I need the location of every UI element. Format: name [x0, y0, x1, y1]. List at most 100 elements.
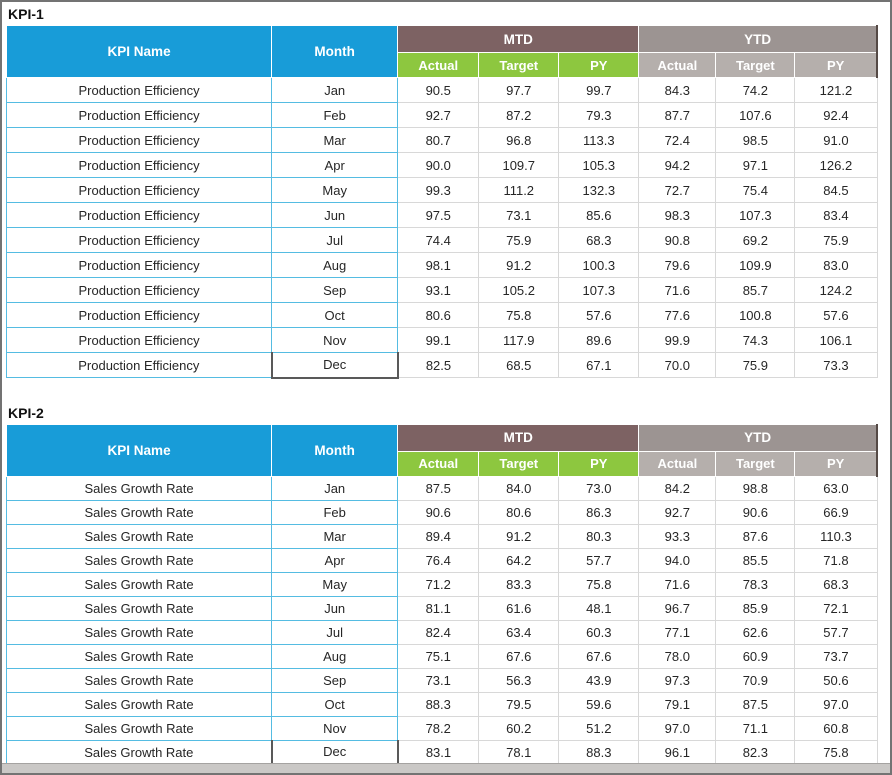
value-cell[interactable]: 84.2 — [638, 475, 717, 501]
value-cell[interactable]: 60.8 — [794, 715, 878, 741]
value-cell[interactable]: 82.4 — [397, 619, 480, 645]
value-cell[interactable]: 71.6 — [638, 277, 717, 303]
value-cell[interactable]: 63.4 — [478, 619, 560, 645]
month-cell[interactable]: Jul — [271, 619, 399, 645]
value-cell[interactable]: 74.3 — [715, 327, 796, 353]
value-cell[interactable]: 93.3 — [638, 523, 717, 549]
value-cell[interactable]: 99.7 — [558, 77, 640, 103]
month-cell[interactable]: Oct — [271, 691, 399, 717]
value-cell[interactable]: 86.3 — [558, 499, 640, 525]
value-cell[interactable]: 85.7 — [715, 277, 796, 303]
value-cell[interactable]: 126.2 — [794, 152, 878, 178]
value-cell[interactable]: 94.2 — [638, 152, 717, 178]
value-cell[interactable]: 77.1 — [638, 619, 717, 645]
value-cell[interactable]: 105.2 — [478, 277, 560, 303]
value-cell[interactable]: 75.1 — [397, 643, 480, 669]
value-cell[interactable]: 89.6 — [558, 327, 640, 353]
value-cell[interactable]: 87.5 — [715, 691, 796, 717]
value-cell[interactable]: 75.9 — [794, 227, 878, 253]
value-cell[interactable]: 97.5 — [397, 202, 480, 228]
value-cell[interactable]: 61.6 — [478, 595, 560, 621]
value-cell[interactable]: 89.4 — [397, 523, 480, 549]
value-cell[interactable]: 99.1 — [397, 327, 480, 353]
value-cell[interactable]: 87.5 — [397, 475, 480, 501]
value-cell[interactable]: 78.3 — [715, 571, 796, 597]
value-cell[interactable]: 82.3 — [715, 739, 796, 765]
month-cell[interactable]: Mar — [271, 127, 399, 153]
value-cell[interactable]: 71.8 — [794, 547, 878, 573]
value-cell[interactable]: 107.3 — [558, 277, 640, 303]
kpi-name-cell[interactable]: Production Efficiency — [5, 302, 273, 328]
value-cell[interactable]: 99.9 — [638, 327, 717, 353]
kpi-name-cell[interactable]: Production Efficiency — [5, 327, 273, 353]
kpi-name-cell[interactable]: Production Efficiency — [5, 227, 273, 253]
value-cell[interactable]: 96.1 — [638, 739, 717, 765]
value-cell[interactable]: 80.6 — [397, 302, 480, 328]
month-cell[interactable]: Feb — [271, 102, 399, 128]
month-cell[interactable]: May — [271, 177, 399, 203]
value-cell[interactable]: 69.2 — [715, 227, 796, 253]
kpi-name-cell[interactable]: Sales Growth Rate — [5, 547, 273, 573]
value-cell[interactable]: 109.7 — [478, 152, 560, 178]
value-cell[interactable]: 78.0 — [638, 643, 717, 669]
kpi-name-cell[interactable]: Production Efficiency — [5, 77, 273, 103]
value-cell[interactable]: 98.8 — [715, 475, 796, 501]
value-cell[interactable]: 57.6 — [794, 302, 878, 328]
value-cell[interactable]: 83.0 — [794, 252, 878, 278]
value-cell[interactable]: 75.8 — [478, 302, 560, 328]
month-cell[interactable]: Sep — [271, 667, 399, 693]
month-cell[interactable]: Mar — [271, 523, 399, 549]
value-cell[interactable]: 73.1 — [397, 667, 480, 693]
value-cell[interactable]: 79.6 — [638, 252, 717, 278]
value-cell[interactable]: 97.7 — [478, 77, 560, 103]
kpi-name-cell[interactable]: Sales Growth Rate — [5, 499, 273, 525]
value-cell[interactable]: 70.0 — [638, 352, 717, 378]
value-cell[interactable]: 67.1 — [558, 352, 640, 378]
value-cell[interactable]: 98.5 — [715, 127, 796, 153]
month-cell[interactable]: Jul — [271, 227, 399, 253]
value-cell[interactable]: 92.7 — [638, 499, 717, 525]
value-cell[interactable]: 63.0 — [794, 475, 878, 501]
kpi-name-cell[interactable]: Sales Growth Rate — [5, 571, 273, 597]
month-cell[interactable]: Jun — [271, 202, 399, 228]
value-cell[interactable]: 76.4 — [397, 547, 480, 573]
value-cell[interactable]: 85.6 — [558, 202, 640, 228]
month-cell[interactable]: Apr — [271, 152, 399, 178]
month-cell[interactable]: Nov — [271, 327, 399, 353]
kpi-name-cell[interactable]: Production Efficiency — [5, 352, 273, 378]
value-cell[interactable]: 105.3 — [558, 152, 640, 178]
kpi-name-cell[interactable]: Production Efficiency — [5, 202, 273, 228]
value-cell[interactable]: 85.5 — [715, 547, 796, 573]
value-cell[interactable]: 80.3 — [558, 523, 640, 549]
kpi-name-cell[interactable]: Sales Growth Rate — [5, 643, 273, 669]
month-cell[interactable]: Feb — [271, 499, 399, 525]
month-cell[interactable]: Aug — [271, 643, 399, 669]
value-cell[interactable]: 100.8 — [715, 302, 796, 328]
value-cell[interactable]: 67.6 — [558, 643, 640, 669]
value-cell[interactable]: 100.3 — [558, 252, 640, 278]
value-cell[interactable]: 107.3 — [715, 202, 796, 228]
value-cell[interactable]: 92.4 — [794, 102, 878, 128]
value-cell[interactable]: 73.7 — [794, 643, 878, 669]
value-cell[interactable]: 90.6 — [397, 499, 480, 525]
kpi-name-cell[interactable]: Production Efficiency — [5, 102, 273, 128]
value-cell[interactable]: 71.1 — [715, 715, 796, 741]
month-cell-selected[interactable]: Dec — [270, 352, 399, 379]
value-cell[interactable]: 80.7 — [397, 127, 480, 153]
month-cell[interactable]: Apr — [271, 547, 399, 573]
kpi-name-cell[interactable]: Sales Growth Rate — [5, 667, 273, 693]
value-cell[interactable]: 83.1 — [397, 739, 480, 765]
month-cell[interactable]: Jun — [271, 595, 399, 621]
value-cell[interactable]: 75.8 — [558, 571, 640, 597]
value-cell[interactable]: 81.1 — [397, 595, 480, 621]
value-cell[interactable]: 62.6 — [715, 619, 796, 645]
value-cell[interactable]: 111.2 — [478, 177, 560, 203]
value-cell[interactable]: 106.1 — [794, 327, 878, 353]
month-cell[interactable]: Oct — [271, 302, 399, 328]
value-cell[interactable]: 84.3 — [638, 77, 717, 103]
value-cell[interactable]: 99.3 — [397, 177, 480, 203]
value-cell[interactable]: 91.2 — [478, 252, 560, 278]
value-cell[interactable]: 94.0 — [638, 547, 717, 573]
kpi-name-cell[interactable]: Sales Growth Rate — [5, 523, 273, 549]
value-cell[interactable]: 73.0 — [558, 475, 640, 501]
